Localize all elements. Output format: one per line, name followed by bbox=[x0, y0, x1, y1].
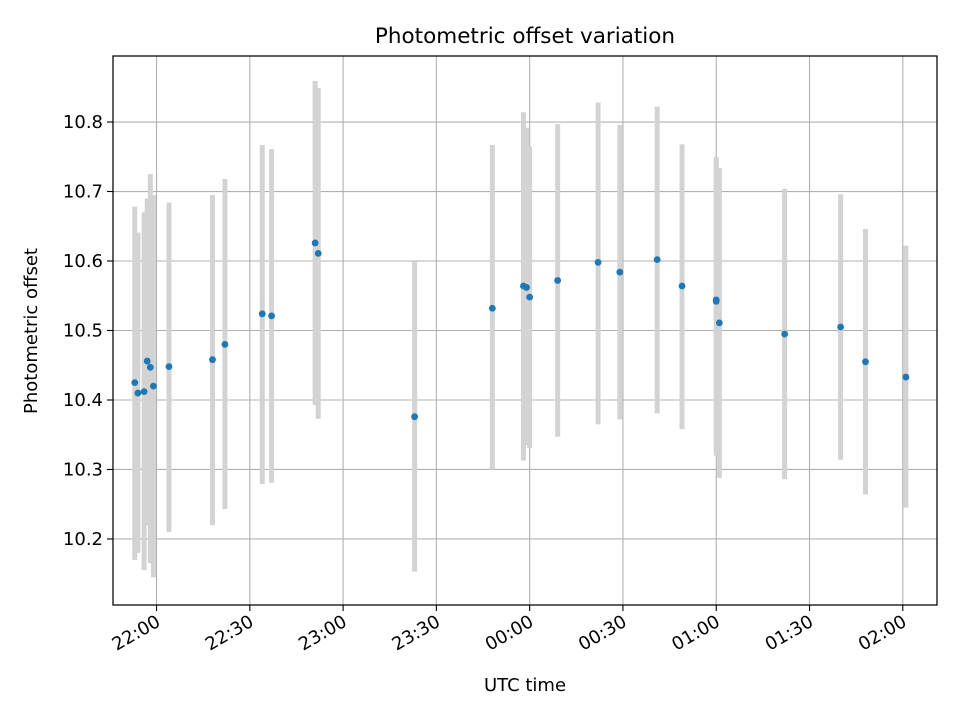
y-tick-label: 10.5 bbox=[63, 321, 103, 342]
data-point bbox=[526, 293, 534, 301]
data-point bbox=[221, 340, 229, 348]
data-point bbox=[268, 312, 275, 320]
data-point bbox=[678, 282, 686, 290]
data-point bbox=[653, 256, 661, 264]
data-points bbox=[131, 239, 910, 421]
data-point bbox=[781, 330, 789, 338]
y-tick-label: 10.7 bbox=[63, 182, 103, 203]
data-point bbox=[488, 304, 496, 312]
data-point bbox=[165, 363, 173, 371]
y-tick-label: 10.4 bbox=[63, 390, 103, 411]
data-point bbox=[258, 310, 266, 318]
y-tick-label: 10.2 bbox=[63, 529, 103, 550]
data-point bbox=[131, 379, 139, 387]
data-point bbox=[616, 268, 624, 276]
y-axis-label: Photometric offset bbox=[21, 248, 42, 414]
data-point bbox=[209, 356, 216, 364]
y-tick-label: 10.6 bbox=[63, 251, 103, 272]
data-point bbox=[554, 277, 562, 284]
data-point bbox=[314, 249, 322, 257]
data-point bbox=[594, 258, 602, 266]
data-point bbox=[140, 388, 148, 396]
data-point bbox=[311, 239, 319, 247]
data-point bbox=[143, 357, 151, 365]
data-point bbox=[902, 373, 910, 381]
data-point bbox=[523, 284, 530, 291]
y-tick-label: 10.3 bbox=[63, 459, 103, 480]
y-axis-ticks: 10.2 10.3 10.4 10.5 10.6 10.7 10.8 bbox=[63, 112, 113, 550]
data-point bbox=[837, 323, 845, 331]
data-point bbox=[862, 358, 869, 366]
y-tick-label: 10.8 bbox=[63, 112, 103, 133]
data-point bbox=[150, 382, 157, 390]
data-point bbox=[715, 319, 723, 327]
data-point bbox=[134, 389, 142, 397]
data-point bbox=[712, 296, 720, 304]
data-point bbox=[146, 363, 154, 371]
chart-title: Photometric offset variation bbox=[375, 24, 675, 49]
x-axis-label: UTC time bbox=[484, 675, 566, 696]
data-point bbox=[411, 413, 419, 421]
